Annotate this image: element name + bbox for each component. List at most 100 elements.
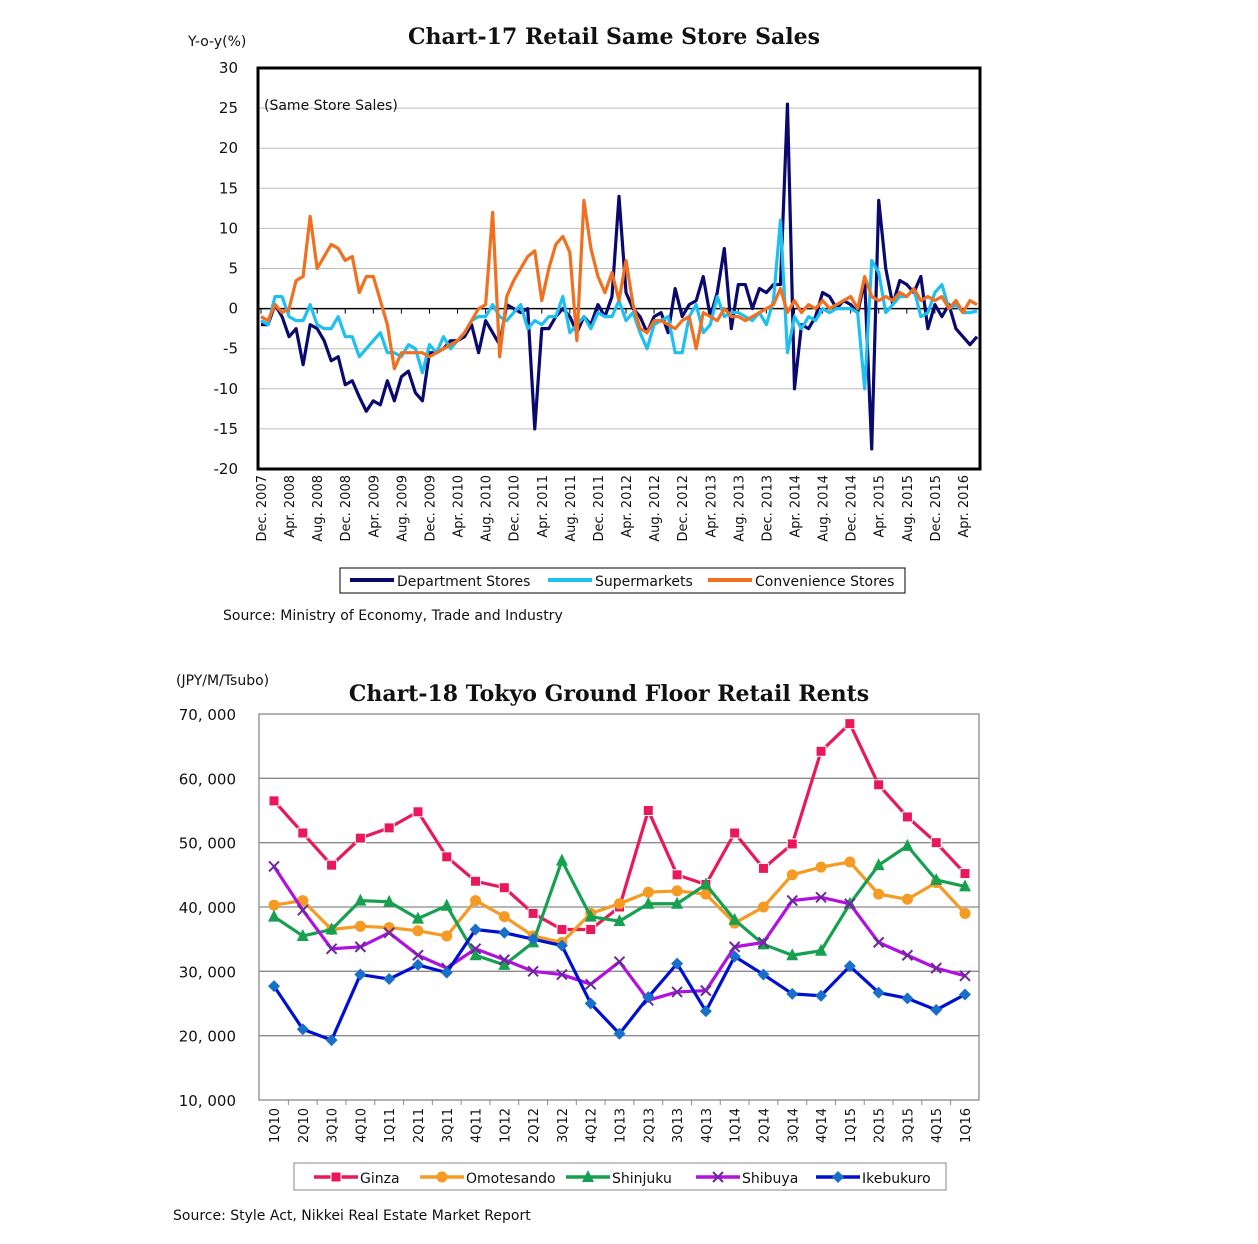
x-tick-label: 3Q13 (671, 1108, 686, 1143)
x-tick-label: 2Q10 (297, 1108, 312, 1143)
chart18-source: Source: Style Act, Nikkei Real Estate Ma… (173, 1208, 531, 1224)
data-point-shinjuku (325, 922, 338, 935)
data-point-ginza (268, 795, 280, 807)
data-point-ikebukuro (325, 1034, 338, 1047)
x-tick-label: Aug. 2010 (480, 475, 495, 542)
x-tick-label: Aug. 2011 (564, 475, 579, 542)
x-tick-label: Aug. 2015 (901, 475, 916, 542)
x-tick-label: 1Q13 (614, 1108, 629, 1143)
x-tick-label: 4Q14 (815, 1108, 830, 1143)
data-point-shibuya (297, 904, 309, 916)
data-point-omotesando (671, 885, 683, 897)
x-tick-label: 4Q12 (585, 1108, 600, 1143)
y-tick-label: 20, 000 (179, 1028, 236, 1046)
y-tick-label: 15 (219, 179, 238, 197)
x-tick-label: 2Q12 (527, 1108, 542, 1143)
data-point-ikebukuro (843, 960, 856, 973)
data-point-shibuya (700, 984, 712, 997)
x-tick-label: Dec. 2010 (508, 475, 523, 542)
legend-label: Supermarkets (595, 574, 693, 590)
chart18-ylabel: (JPY/M/Tsubo) (176, 673, 269, 689)
data-point-omotesando (959, 907, 971, 919)
x-tick-label: Aug. 2012 (648, 475, 663, 542)
data-point-ginza (815, 745, 827, 757)
data-point-ginza (642, 805, 654, 816)
data-point-ginza (527, 907, 539, 919)
data-point-ikebukuro (268, 980, 280, 993)
x-tick-label: 2Q15 (873, 1108, 888, 1143)
data-point-ginza (326, 859, 338, 871)
data-point-omotesando (441, 930, 453, 942)
data-point-shinjuku (930, 872, 943, 885)
y-tick-label: 30, 000 (179, 963, 236, 981)
data-point-shinjuku (469, 948, 482, 961)
x-tick-label: Dec. 2015 (929, 475, 944, 542)
x-tick-label: Dec. 2007 (255, 475, 270, 542)
chart17-annotation: (Same Store Sales) (264, 98, 398, 114)
x-tick-label: 1Q12 (498, 1108, 513, 1143)
data-point-shibuya (671, 986, 683, 998)
y-tick-label: 25 (219, 99, 238, 117)
x-tick-label: Dec. 2009 (423, 475, 438, 542)
x-tick-label: Dec. 2014 (845, 475, 860, 542)
data-point-shinjuku (699, 877, 712, 890)
data-point-ikebukuro (555, 939, 568, 952)
data-point-ikebukuro (383, 973, 396, 986)
x-tick-label: Apr. 2011 (536, 475, 551, 538)
data-point-shibuya (469, 943, 482, 955)
data-point-omotesando (757, 901, 769, 913)
x-tick-label: 2Q14 (757, 1108, 772, 1143)
data-point-omotesando (470, 895, 482, 907)
data-point-shinjuku (872, 858, 885, 871)
x-tick-label: 1Q10 (268, 1108, 283, 1143)
y-tick-label: -5 (223, 340, 238, 358)
data-point-shinjuku (642, 896, 655, 909)
data-point-shinjuku (613, 914, 626, 927)
plot-frame (258, 713, 980, 1101)
y-tick-label: 5 (228, 260, 238, 278)
x-tick-label: Dec. 2012 (676, 475, 691, 542)
data-point-ginza (786, 838, 798, 850)
data-point-omotesando (614, 898, 625, 910)
data-point-ikebukuro (786, 987, 799, 1000)
data-point-omotesando (700, 888, 712, 900)
data-point-ikebukuro (498, 926, 511, 939)
x-tick-label: Apr. 2016 (957, 475, 972, 538)
x-tick-label: Dec. 2011 (592, 475, 607, 542)
y-tick-label: 0 (228, 300, 238, 318)
y-tick-label: -15 (214, 420, 239, 438)
data-point-shinjuku (555, 853, 568, 866)
x-tick-label: 4Q15 (930, 1108, 945, 1143)
data-point-ginza (297, 827, 309, 839)
data-point-omotesando (412, 925, 424, 937)
data-point-shinjuku (584, 909, 597, 922)
data-point-shibuya (556, 968, 568, 981)
data-point-shibuya (757, 936, 770, 949)
x-tick-label: 1Q14 (729, 1108, 744, 1143)
y-tick-label: 10, 000 (179, 1092, 236, 1110)
data-point-ginza (585, 924, 597, 936)
y-tick-label: 60, 000 (179, 770, 236, 788)
series-line-ikebukuro (272, 927, 966, 1042)
data-point-ginza (844, 718, 856, 730)
data-point-shibuya (585, 978, 597, 990)
data-point-ginza (930, 837, 942, 849)
data-point-shinjuku (901, 838, 914, 851)
x-tick-label: 4Q11 (470, 1108, 485, 1143)
data-point-ikebukuro (757, 968, 770, 981)
data-point-omotesando (642, 886, 654, 898)
x-tick-label: 2Q13 (642, 1108, 657, 1143)
data-point-omotesando (354, 920, 366, 932)
data-point-ikebukuro (584, 997, 597, 1010)
x-tick-label: Aug. 2009 (395, 475, 410, 542)
data-point-shibuya (815, 891, 827, 904)
x-tick-label: Apr. 2013 (704, 475, 719, 538)
data-point-ginza (470, 875, 482, 887)
data-point-shibuya (959, 970, 971, 982)
data-point-ikebukuro (440, 966, 453, 979)
data-point-ginza (873, 779, 885, 791)
legend-label: Shinjuku (612, 1171, 672, 1187)
data-point-shibuya (901, 949, 914, 961)
legend-label: Omotesando (466, 1171, 556, 1187)
data-point-ginza (556, 924, 568, 936)
